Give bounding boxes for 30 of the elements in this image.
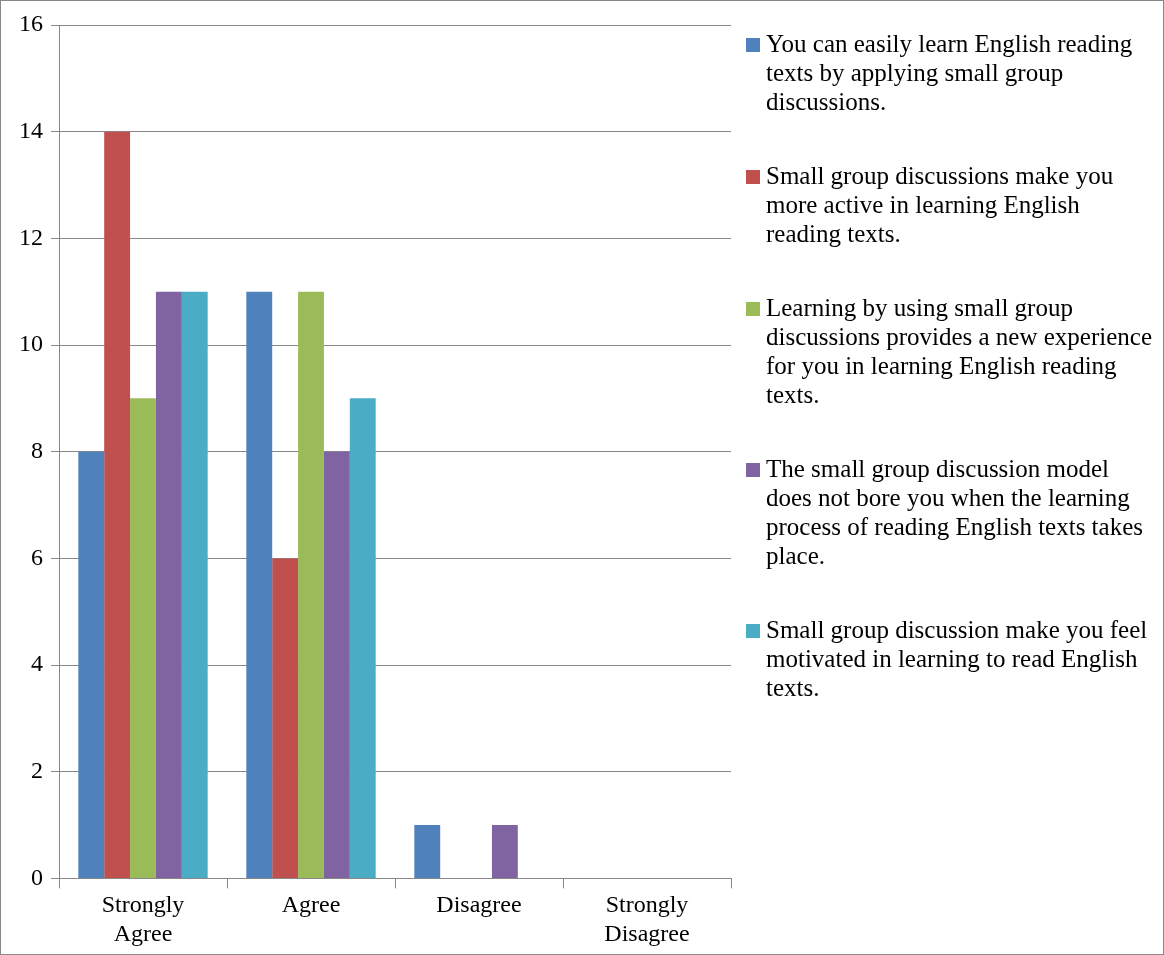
y-tick-label: 0 — [31, 863, 43, 890]
bar — [246, 291, 273, 878]
legend-label: Small group discussions make you more active in learning English reading texts. — [766, 161, 1115, 248]
bar — [181, 291, 208, 878]
y-tick-label: 14 — [19, 116, 43, 143]
bar — [78, 451, 105, 878]
bar — [414, 825, 441, 878]
y-tick-label: 12 — [19, 223, 43, 250]
bar — [272, 558, 299, 878]
y-tick-label: 2 — [31, 757, 43, 784]
legend-label: Small group discussion make you feel motivated in learning to read English texts. — [766, 615, 1149, 702]
bar — [104, 131, 131, 878]
bar — [349, 398, 376, 878]
y-tick-label: 10 — [19, 330, 43, 357]
legend-label: The small group discussion model does not bore you when the learning process of reading English texts takes place. — [766, 454, 1144, 570]
y-tick-label: 6 — [31, 543, 43, 570]
bar — [491, 825, 518, 878]
bar — [323, 451, 350, 878]
x-tick-label: Agree — [281, 891, 341, 918]
legend-label: Learning by using small group discussions provides a new experience for you in learning English reading texts. — [766, 293, 1153, 409]
bar — [130, 398, 156, 878]
legend-label: You can easily learn English reading texts by applying small group discussions. — [766, 29, 1134, 116]
y-tick-label: 16 — [19, 10, 43, 37]
bar — [155, 291, 182, 878]
bar — [298, 291, 324, 878]
y-tick-label: 4 — [31, 650, 43, 677]
x-tick-label: Disagree — [436, 891, 522, 918]
x-tick-label: Strongly Disagree — [604, 891, 690, 946]
x-tick-label: Strongly Agree — [101, 891, 185, 946]
y-tick-label: 8 — [31, 437, 43, 463]
